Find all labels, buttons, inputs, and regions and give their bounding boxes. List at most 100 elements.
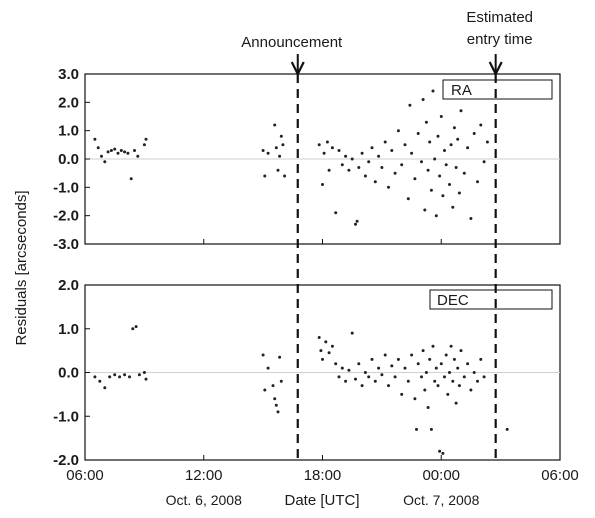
- ra-data-point: [347, 168, 351, 172]
- ra-data-point: [321, 183, 324, 186]
- ra-data-point: [93, 137, 97, 141]
- dec-data-point: [370, 357, 374, 361]
- dec-data-point: [457, 384, 461, 388]
- ra-data-point: [383, 140, 387, 144]
- dec-data-point: [276, 410, 280, 414]
- ra-data-point: [396, 129, 400, 133]
- dec-data-point: [476, 379, 479, 383]
- ra-data-point: [274, 146, 278, 150]
- ra-data-point: [373, 180, 377, 184]
- dec-data-point: [390, 364, 394, 368]
- ra-legend-box: [442, 79, 553, 100]
- dec-data-point: [462, 375, 466, 379]
- ra-data-point: [448, 183, 451, 186]
- ra-data-point: [106, 150, 110, 154]
- dec-data-point: [466, 362, 470, 366]
- x-axis-ticks: 06:00 12:00 18:00 00:00 06:00: [66, 467, 579, 484]
- ra-data-point: [144, 137, 148, 141]
- x-tick-label: 18:00: [304, 467, 342, 484]
- ra-points: [84, 89, 561, 244]
- ra-data-point: [142, 143, 146, 147]
- ra-data-point: [334, 211, 338, 215]
- dec-data-point: [263, 388, 267, 392]
- dec-data-point: [131, 327, 135, 331]
- ra-data-point: [421, 98, 425, 101]
- ra-data-point: [283, 174, 287, 178]
- dec-data-point: [444, 353, 448, 357]
- ra-data-point: [100, 154, 103, 158]
- dec-data-point: [330, 344, 334, 348]
- ra-data-point: [443, 149, 446, 152]
- dec-data-point: [448, 371, 451, 374]
- dec-data-point: [446, 392, 450, 396]
- dec-data-point: [144, 377, 148, 381]
- ra-y-tick-label: 2.0: [58, 94, 79, 111]
- dec-data-point: [360, 384, 364, 388]
- dec-data-point: [438, 449, 442, 453]
- ra-data-point: [367, 160, 371, 164]
- ra-data-point: [96, 146, 100, 150]
- ra-y-tick-label: -1.0: [53, 179, 79, 196]
- ra-data-point: [410, 151, 414, 155]
- dec-data-point: [424, 371, 428, 374]
- ra-data-point: [413, 177, 417, 181]
- marker-label: Announcement: [241, 34, 343, 51]
- dec-data-point: [420, 375, 423, 379]
- dec-data-point: [273, 397, 277, 401]
- ra-data-point: [393, 171, 397, 175]
- ra-data-point: [325, 140, 329, 144]
- ra-data-point: [439, 115, 443, 118]
- dec-data-point: [431, 344, 435, 348]
- ra-data-point: [360, 151, 364, 155]
- dec-data-point: [357, 362, 361, 366]
- dec-data-point: [459, 349, 463, 353]
- dec-data-point: [403, 366, 407, 370]
- dec-legend-label: DEC: [437, 292, 469, 309]
- ra-data-point: [420, 160, 423, 164]
- ra-data-point: [408, 103, 412, 107]
- ra-data-point: [103, 160, 107, 164]
- date-label: Oct. 7, 2008: [403, 492, 479, 508]
- dec-data-point: [387, 384, 390, 388]
- ra-data-point: [424, 120, 428, 124]
- ra-data-point: [462, 171, 466, 175]
- ra-data-point: [340, 163, 344, 167]
- dec-data-point: [271, 384, 275, 388]
- ra-data-point: [476, 180, 479, 184]
- dec-data-point: [393, 375, 397, 379]
- dec-data-point: [278, 355, 282, 359]
- ra-data-point: [377, 154, 381, 158]
- dec-data-point: [327, 351, 331, 355]
- ra-data-point: [129, 177, 133, 181]
- dec-data-point: [434, 366, 438, 370]
- ra-data-point: [123, 150, 127, 154]
- y-axis-label: Residuals [arcseconds]: [13, 190, 30, 345]
- ra-data-point: [441, 194, 445, 198]
- dec-data-point: [452, 357, 456, 361]
- dec-data-point: [413, 397, 417, 401]
- ra-data-point: [363, 174, 367, 178]
- ra-data-point: [459, 109, 463, 113]
- dec-data-point: [317, 336, 321, 339]
- dec-data-point: [347, 368, 351, 372]
- ra-data-point: [278, 154, 282, 158]
- dec-data-point: [505, 427, 509, 431]
- ra-data-point: [350, 157, 354, 161]
- dec-data-point: [472, 371, 476, 374]
- ra-data-point: [485, 140, 489, 144]
- dec-data-point: [415, 427, 418, 431]
- dec-data-point: [367, 375, 371, 379]
- dec-data-point: [479, 357, 483, 361]
- marker-arrow-head: [290, 61, 305, 77]
- dec-data-point: [137, 373, 141, 377]
- dec-data-point: [423, 388, 427, 392]
- ra-data-point: [482, 160, 486, 164]
- x-axis-label: Date [UTC]: [284, 492, 359, 509]
- ra-data-point: [444, 163, 448, 167]
- dec-data-point: [123, 373, 127, 377]
- ra-data-point: [273, 123, 277, 127]
- dec-data-point: [429, 427, 433, 431]
- marker-label: entry time: [467, 31, 533, 48]
- dec-panel: 2.0 1.0 0.0 -1.0 -2.0 DEC: [53, 277, 561, 469]
